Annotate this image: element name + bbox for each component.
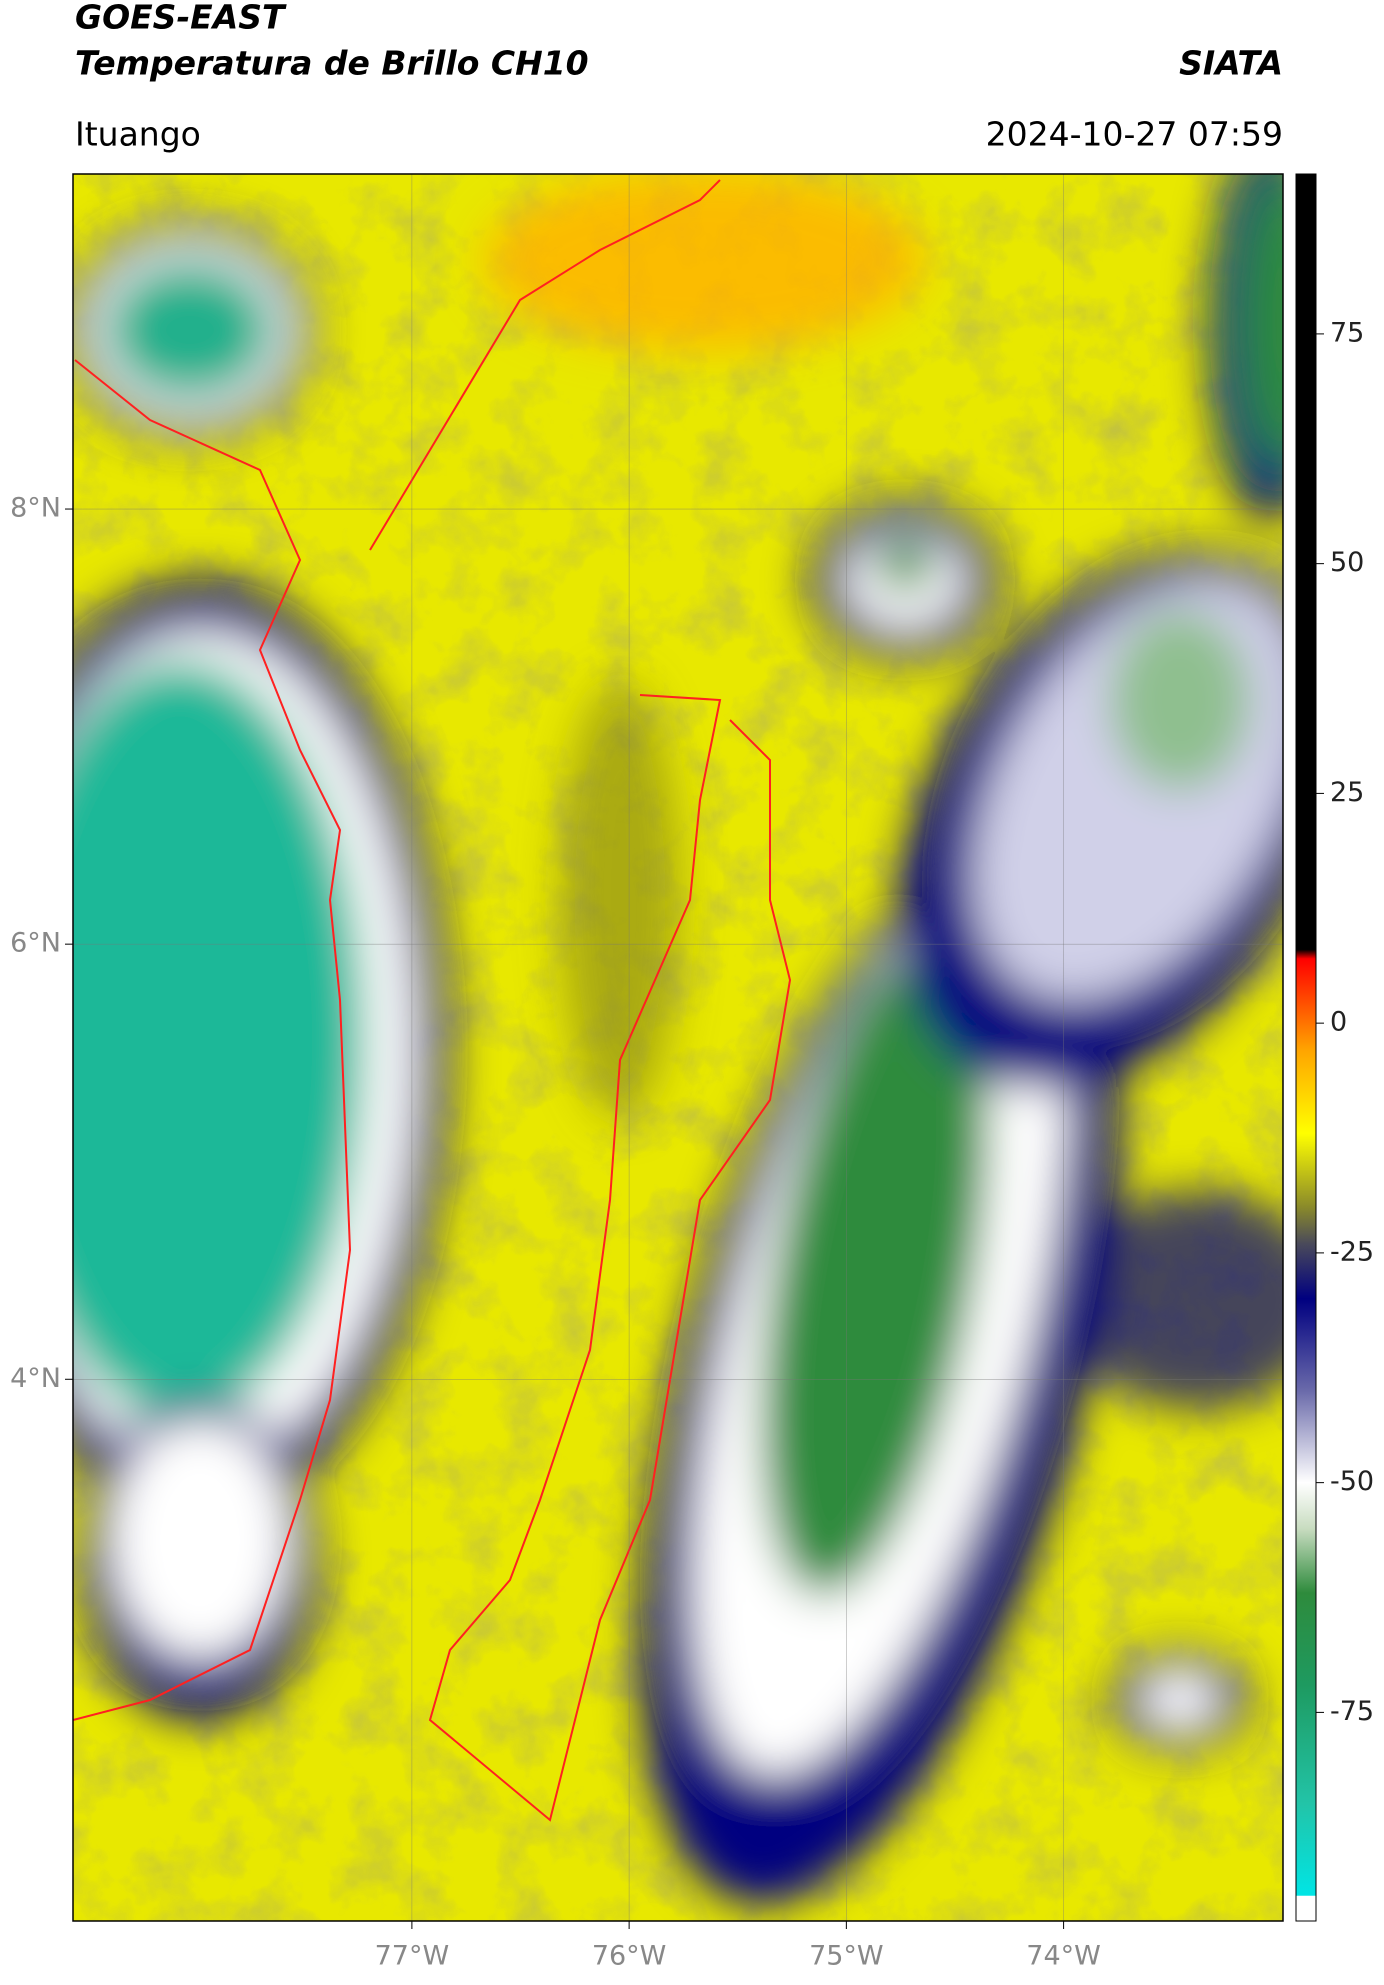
lat-label: 8°N (10, 493, 61, 524)
lat-label: 6°N (10, 928, 61, 959)
graticule (73, 174, 1283, 1921)
colorbar-label: 0 (1330, 1007, 1347, 1038)
coastline (369, 179, 721, 551)
datetime: 2024-10-27 07:59 (986, 115, 1283, 154)
colorbar-label: 25 (1330, 777, 1364, 808)
subtitle: Temperatura de Brillo CH10 (75, 44, 589, 83)
colorbar-label: 50 (1330, 547, 1364, 578)
lon-label: 76°W (592, 1941, 667, 1972)
map-frame (72, 173, 1284, 1922)
colorbar-label: 75 (1330, 317, 1364, 348)
lat-label: 4°N (10, 1363, 61, 1394)
colorbar-label: -75 (1330, 1696, 1374, 1727)
lon-label: 74°W (1026, 1941, 1101, 1972)
coastline (73, 359, 352, 1721)
lon-label: 75°W (809, 1941, 884, 1972)
title: GOES-EAST (75, 0, 287, 37)
colorbar-label: -50 (1330, 1466, 1374, 1497)
colorbar-label: -25 (1330, 1236, 1374, 1267)
brand: SIATA (1179, 44, 1283, 83)
location: Ituango (75, 115, 201, 154)
satellite-image (73, 174, 1283, 1921)
lon-label: 77°W (375, 1941, 450, 1972)
boundary (428, 694, 792, 1822)
colorbar (1295, 173, 1317, 1922)
